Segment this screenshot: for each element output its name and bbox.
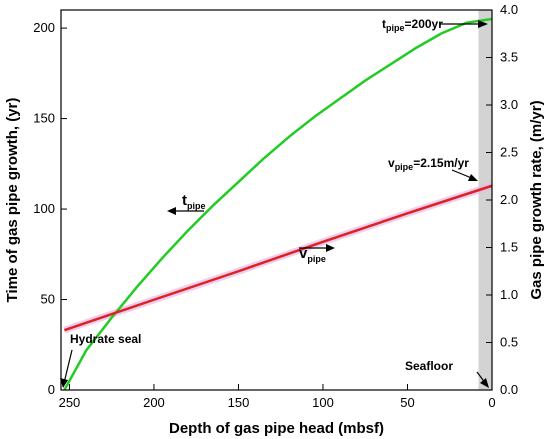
svg-text:vpipe=2.15m/yr: vpipe=2.15m/yr [388,156,469,172]
x-tick-label: 200 [143,395,165,410]
t-pipe-end-arrowhead [478,20,488,28]
annotation-t-pipe-sub: pipe [187,201,206,211]
y-right-tick-label: 3.0 [500,97,518,112]
seafloor-label: Seafloor [405,359,453,373]
seafloor-arrowhead [480,378,489,388]
y-left-tick-label: 50 [41,292,55,307]
annotation-v-pipe-base: v [299,245,308,262]
v-pipe-end-arrowhead [468,174,478,181]
annotation-v-pipe-end: vpipe=2.15m/yr [388,156,478,181]
annotation-t-pipe-end: tpipe=200yr [382,17,488,33]
v-pipe-line [63,184,493,332]
svg-text:tpipe=200yr: tpipe=200yr [382,17,443,33]
x-axis-label: Depth of gas pipe head (mbsf) [169,420,384,437]
y-right-tick-label: 2.5 [500,145,518,160]
x-tick-label: 150 [228,395,250,410]
y-right-tick-label: 0.0 [500,382,518,397]
y-left-tick-label: 100 [33,201,55,216]
annotation-v-pipe-end-rest: =2.15m/yr [413,156,469,170]
annotation-v-pipe: vpipe [299,244,335,264]
hydrate-seal-arrow [63,349,73,384]
v-pipe-arrowhead [326,244,335,252]
annotation-seafloor: Seafloor [405,359,489,388]
annotation-hydrate-seal: Hydrate seal [60,332,141,388]
x-tick-label: 0 [488,395,495,410]
axis-tick-labels: 250 200 150 100 50 0 0 50 100 150 200 0.0 0.5 1.0 1.5 2… [33,2,518,410]
y-right-axis-label: Gas pipe growth rate, (m/yr) [528,100,545,299]
y-right-tick-label: 3.5 [500,50,518,65]
annotation-v-pipe-sub: pipe [307,254,326,264]
y-left-tick-label: 200 [33,20,55,35]
annotation-t-pipe-end-sub: pipe [386,23,405,33]
y-right-tick-label: 1.0 [500,287,518,302]
y-right-tick-label: 1.5 [500,240,518,255]
axis-ticks [61,9,493,391]
y-left-tick-label: 0 [48,382,55,397]
annotation-t-pipe-end-base: t [382,17,386,31]
svg-text:vpipe: vpipe [299,245,326,264]
annotation-v-pipe-end-base: v [388,156,395,170]
annotation-t-pipe-end-rest: =200yr [405,17,444,31]
annotation-t-pipe: tpipe [167,192,206,215]
y-right-tick-label: 4.0 [500,2,518,17]
t-pipe-line [63,17,493,391]
annotation-t-pipe-base: t [182,192,187,209]
y-left-axis-label: Time of gas pipe growth, (yr) [4,98,21,303]
hydrate-seal-label: Hydrate seal [70,332,141,346]
y-right-tick-label: 2.0 [500,192,518,207]
y-left-tick-label: 150 [33,111,55,126]
x-tick-label: 100 [312,395,334,410]
annotation-v-pipe-end-sub: pipe [395,162,414,172]
y-right-tick-label: 0.5 [500,335,518,350]
x-tick-label: 50 [400,395,414,410]
t-pipe-arrowhead [167,207,176,215]
svg-text:tpipe: tpipe [182,192,206,211]
x-tick-label: 250 [59,395,81,410]
hydrate-seal-arrowhead [60,378,68,388]
